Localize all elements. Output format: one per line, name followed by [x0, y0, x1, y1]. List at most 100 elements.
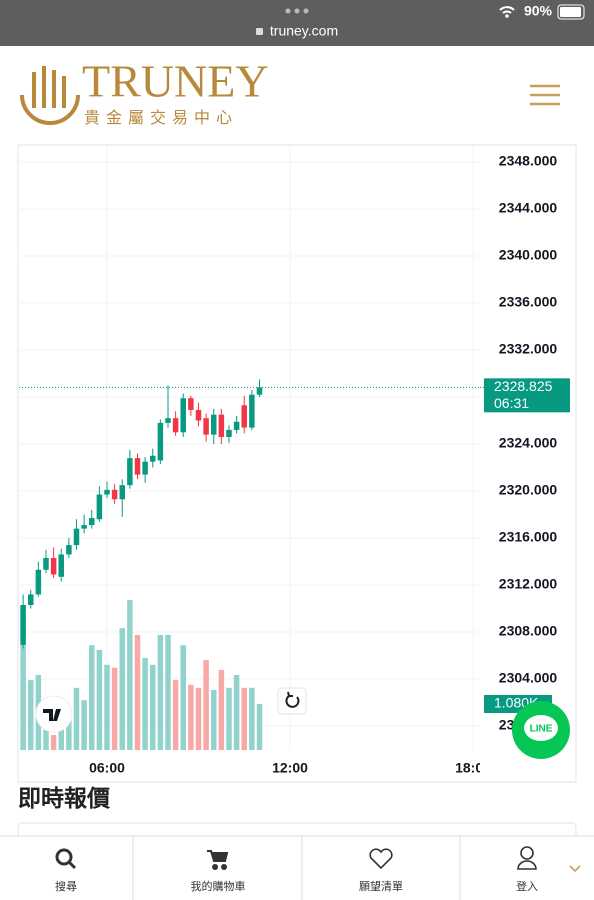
brand: TRUNEY — [82, 56, 269, 107]
candle-body — [233, 421, 240, 430]
volume-bar — [81, 700, 87, 750]
y-tick-label: 2304.000 — [499, 670, 558, 686]
volume-bar — [20, 645, 26, 750]
candle-body — [73, 528, 80, 546]
nav-dividers — [132, 836, 461, 900]
volume-bar — [203, 660, 209, 750]
scroll-chevron[interactable] — [569, 865, 581, 873]
y-tick-label: 2336.000 — [499, 294, 558, 310]
candle-body — [88, 518, 95, 526]
section-title: 即時報價 — [18, 785, 111, 811]
site-header — [0, 46, 594, 145]
candle-body — [134, 458, 141, 475]
last-price-box — [484, 378, 570, 413]
y-tick-label: 2324.000 — [499, 435, 558, 451]
volume-bar — [249, 687, 255, 750]
candle-body — [66, 545, 72, 555]
countdown: 06:31 — [494, 395, 529, 411]
volume-bar — [58, 724, 64, 750]
volume-bar — [88, 645, 95, 750]
candle-body — [35, 569, 42, 595]
tagline: 貴金屬交易中心 — [84, 109, 238, 127]
volume-bar — [119, 628, 125, 750]
candle-body — [188, 398, 194, 410]
candle-body — [249, 394, 255, 428]
candle-body — [96, 494, 103, 520]
y-tick-label: 2320.000 — [499, 482, 558, 498]
candle-body — [195, 409, 202, 421]
candle-body — [104, 489, 110, 495]
line-text: LINE — [530, 724, 553, 735]
x-tick-label: 18:00 — [455, 760, 491, 776]
candle-body — [27, 594, 34, 606]
volume-bar — [50, 735, 57, 750]
plot: 06:00 12:00 18:00 — [19, 145, 491, 776]
reset-button[interactable] — [277, 687, 307, 715]
battery-fill — [560, 7, 581, 17]
y-tick-label: 2308.000 — [499, 623, 558, 639]
candle-body — [50, 558, 57, 575]
y-tick-label: 2332.000 — [499, 341, 558, 357]
status-bar — [0, 0, 594, 46]
candle-body — [149, 455, 156, 462]
nav-label[interactable]: 我的購物車 — [191, 879, 246, 893]
wifi-dot — [505, 14, 509, 18]
candle-body — [111, 489, 118, 500]
y-tick-label: 2312.000 — [499, 576, 558, 592]
volume-bar — [149, 664, 156, 750]
candle-body — [127, 458, 133, 486]
x-tick-label: 12:00 — [272, 760, 308, 776]
candle-body — [81, 525, 87, 529]
line-bubble — [524, 715, 558, 741]
candle-body — [20, 605, 26, 645]
volume-bar — [241, 687, 247, 750]
nav-user-icon[interactable] — [517, 846, 537, 870]
menu-button[interactable] — [530, 84, 560, 106]
nav-label[interactable]: 搜尋 — [55, 879, 77, 893]
volume-bar — [165, 634, 171, 750]
battery: 90% — [524, 3, 553, 19]
nav-label[interactable]: 登入 — [516, 879, 538, 893]
candle-body — [157, 422, 164, 461]
volume-bar — [134, 634, 141, 750]
axes: 2348.000 2344.000 2340.000 2336.000 2332.000… — [480, 153, 570, 733]
candle-body — [43, 558, 49, 570]
volume-bar — [43, 729, 49, 750]
candle-body — [180, 398, 186, 433]
candle-body — [58, 554, 64, 577]
volume-bar — [73, 687, 80, 750]
volume-bar — [188, 684, 194, 750]
candle-body — [172, 418, 179, 433]
volume-bar — [218, 669, 225, 750]
volume-bar — [256, 703, 263, 750]
candle-body — [218, 414, 225, 437]
volume-bar — [127, 600, 133, 750]
wifi — [499, 6, 515, 14]
candle-body — [226, 429, 232, 437]
volume-bar — [157, 634, 164, 750]
nav-cart-icon[interactable] — [207, 850, 229, 870]
bottom-nav — [0, 836, 594, 900]
nav-search-icon[interactable] — [55, 848, 77, 870]
candle-body — [203, 418, 209, 435]
nav-label[interactable]: 願望清單 — [359, 880, 403, 893]
volume-bar — [96, 649, 103, 750]
line-button[interactable]: LINE — [512, 701, 570, 759]
candle-body — [119, 485, 125, 500]
last-price-label: 2328.825 — [494, 378, 553, 394]
candle-body — [165, 418, 171, 423]
reset-icon — [285, 691, 300, 708]
url[interactable]: truney.com — [270, 23, 338, 39]
x-tick-label: 06:00 — [89, 760, 125, 776]
volume-bar — [233, 675, 240, 750]
candle-body — [210, 414, 217, 435]
tv-mark — [43, 709, 61, 721]
volume-bar — [66, 720, 72, 750]
volume-bar — [226, 687, 232, 750]
y-tick-label: 2316.000 — [499, 529, 558, 545]
volume-bar — [142, 657, 148, 750]
nav-heart-icon[interactable] — [369, 848, 393, 870]
volume-bar — [111, 667, 118, 750]
